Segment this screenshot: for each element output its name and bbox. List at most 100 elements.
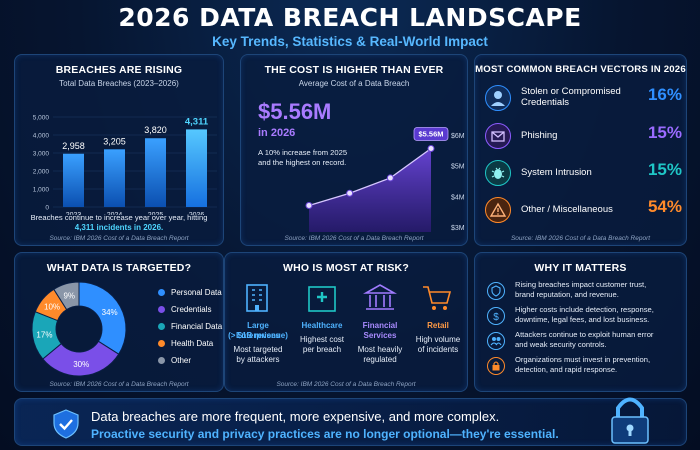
slice-value-label: 34% [102, 308, 118, 317]
vector-row-other: Other / Miscellaneous 54% [485, 195, 690, 229]
breaches-title: BREACHES ARE RISING [55, 64, 183, 76]
bar-value-label: 4,311 [185, 116, 209, 127]
risk-name: Financial [362, 321, 398, 330]
bar [186, 129, 207, 207]
y-tick-label: 5,000 [33, 115, 50, 122]
cost-big-year: in 2026 [258, 127, 296, 139]
cost-big-value: $5.56M [258, 99, 332, 124]
why-text: Attackers continue to exploit human erro… [515, 330, 687, 350]
y-tick-label: 3,000 [33, 151, 50, 158]
vectors-panel: MOST COMMON BREACH VECTORS IN 2026 Stole… [474, 54, 687, 246]
y-tick-label: 0 [45, 205, 49, 212]
why-line: detection, and rapid response. [515, 364, 618, 374]
risk-item-enterprises: Large Enterprises (> $1B revenue) Most t… [227, 281, 289, 381]
risk-item-healthcare: Healthcare Highest cost per breach [291, 281, 353, 381]
vector-pct: 54% [647, 197, 682, 216]
y-tick-label: 2,000 [33, 169, 50, 176]
targeted-source: Source: IBM 2026 Cost of a Data Breach R… [49, 381, 189, 388]
breaches-note: Breaches continue to increase year over … [30, 213, 208, 222]
why-line: Higher costs include detection, response… [515, 305, 654, 314]
legend-health: Health Data [158, 339, 213, 348]
bar [63, 153, 84, 207]
warning-icon [485, 197, 511, 223]
risk-desc: of incidents [417, 345, 459, 354]
why-item: Rising breaches impact customer trust, br… [487, 280, 687, 310]
cost-source: Source: IBM 2026 Cost of a Data Breach R… [284, 235, 424, 242]
legend-label: Credentials [171, 305, 212, 314]
cost-panel: THE COST IS HIGHER THAN EVER Average Cos… [240, 54, 468, 246]
padlock-icon [600, 393, 660, 450]
breaches-source: Source: IBM 2026 Cost of a Data Breach R… [49, 235, 189, 242]
why-panel: WHY IT MATTERS Rising breaches impact cu… [474, 252, 687, 392]
legend-other: Other [158, 356, 191, 365]
bar-value-label: 2,958 [62, 141, 85, 151]
vectors-source: Source: IBM 2026 Cost of a Data Breach R… [510, 235, 651, 242]
vector-label: Phishing [521, 129, 558, 141]
targeted-donut-chart: 34% 30% 17% 10%9% [31, 281, 127, 377]
y-tick-label: $6M [451, 133, 465, 140]
slice-value-label: 9% [63, 291, 75, 300]
cost-note-1: A 10% increase from 2025 [258, 148, 348, 157]
people-icon [487, 332, 505, 350]
legend-label: Health Data [171, 339, 214, 348]
why-line: brand reputation, and revenue. [515, 289, 619, 299]
building-icon [246, 284, 268, 312]
x-tick-label: 2023 [66, 212, 82, 215]
why-line: downtime, legal fees, and lost business. [515, 314, 650, 324]
why-text: Rising breaches impact customer trust, br… [515, 280, 687, 300]
risk-source: Source: IBM 2026 Cost of a Data Breach R… [276, 381, 416, 388]
risk-desc: per breach [302, 345, 342, 354]
donut-slice [53, 281, 80, 311]
why-text: Higher costs include detection, response… [515, 305, 687, 325]
why-title: WHY IT MATTERS [534, 262, 627, 274]
vector-label: System Intrusion [521, 166, 592, 178]
vector-row-credentials: Stolen or Compromised Credentials 16% [485, 83, 690, 117]
y-tick-label: 4,000 [33, 133, 50, 140]
vector-pct: 15% [647, 123, 682, 142]
vector-pct: 16% [647, 85, 682, 104]
cost-note-2: and the highest on record. [258, 158, 347, 167]
vector-label: Other / Miscellaneous [521, 203, 613, 215]
legend-label: Other [171, 356, 192, 365]
footer-banner: Data breaches are more frequent, more ex… [14, 397, 687, 446]
envelope-icon [485, 123, 511, 149]
page-title: 2026 DATA BREACH LANDSCAPE [118, 3, 582, 32]
bar [145, 138, 166, 207]
dollar-icon: $ [487, 307, 505, 325]
vector-row-intrusion: System Intrusion 15% [485, 158, 690, 192]
bar [104, 149, 125, 207]
donut-slice [78, 281, 127, 355]
data-point [427, 144, 435, 152]
slice-value-label: 17% [36, 330, 52, 339]
data-point [305, 202, 313, 210]
risk-desc: regulated [363, 355, 397, 364]
risk-title: WHO IS MOST AT RISK? [283, 262, 409, 274]
legend-label: Personal Data [171, 288, 222, 297]
footer-line-1: Data breaches are more frequent, more ex… [91, 409, 500, 424]
cost-subtitle: Average Cost of a Data Breach [298, 79, 410, 88]
vectors-title: MOST COMMON BREACH VECTORS IN 2026 [475, 64, 686, 75]
vector-row-phishing: Phishing 15% [485, 121, 690, 155]
vector-pct: 15% [647, 160, 682, 179]
bank-icon [362, 284, 398, 310]
callout-label: $5.56M [418, 129, 443, 138]
y-tick-label: $3M [451, 225, 465, 232]
risk-desc: Highest cost [299, 335, 345, 344]
why-item: $ Higher costs include detection, respon… [487, 305, 687, 335]
y-tick-label: $4M [451, 194, 465, 201]
targeted-panel: WHAT DATA IS TARGETED? 34% 30% 17% 10% 9% Pe… [14, 252, 224, 392]
data-point [346, 189, 354, 197]
breaches-rising-panel: BREACHES ARE RISING Total Data Breaches … [14, 54, 224, 246]
cost-area-chart: $3M$4M$5M$6M2023202420252026$5.56M [305, 127, 465, 232]
donut-slice [42, 340, 120, 377]
risk-name-sub: Services [363, 331, 397, 340]
series-line [308, 147, 432, 207]
why-item: Attackers continue to exploit human erro… [487, 330, 687, 360]
bar-value-label: 3,820 [144, 125, 167, 135]
lock-icon [487, 357, 505, 375]
legend-label: Financial Data [171, 322, 223, 331]
legend-financial: Financial Data [158, 322, 222, 331]
svg-text:$: $ [493, 312, 499, 323]
risk-panel: WHO IS MOST AT RISK? Large Enterprises (… [224, 252, 468, 392]
risk-name: Retail [427, 321, 449, 330]
